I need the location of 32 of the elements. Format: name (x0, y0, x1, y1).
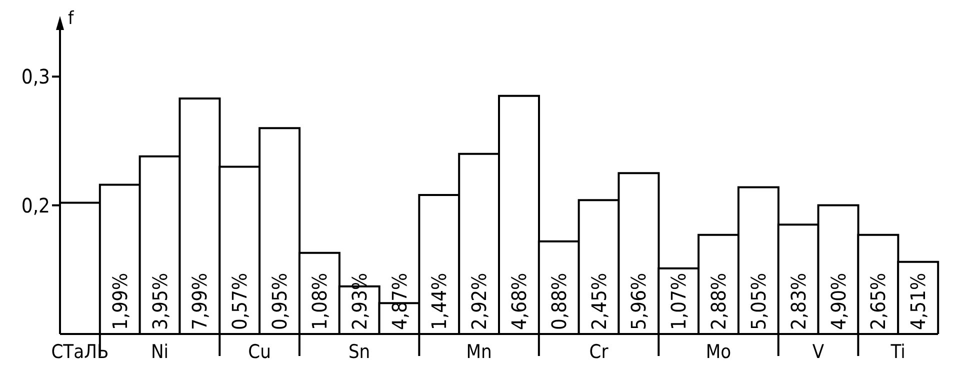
x-tick-label: 0,57% (228, 272, 252, 330)
x-tick-label: 1,44% (427, 272, 452, 330)
legend-label: V (812, 341, 824, 363)
x-tick-label: 2,45% (586, 272, 611, 330)
series-label: Cr (589, 341, 610, 363)
series-label: Ni (151, 341, 169, 363)
x-tick-label: 2,88% (706, 272, 731, 330)
x-tick-label: 1,99% (108, 272, 132, 330)
x-tick-label: 4,87% (387, 272, 412, 330)
x-tick-label: 5,96% (626, 272, 651, 330)
x-tick-label: 2,93% (347, 272, 372, 330)
x-tick-label: 2,92% (467, 272, 492, 330)
y-tick-label: 0,2 (21, 193, 50, 218)
legend-label: Ti (890, 341, 906, 363)
series-label: Mo (706, 341, 732, 363)
x-tick-label: 5,05% (746, 272, 770, 330)
x-tick-label: 2,83% (786, 272, 810, 330)
x-tick-label: 1,08% (307, 272, 332, 330)
x-tick-label: 4,51% (906, 272, 930, 330)
x-tick-label: 4,90% (826, 272, 850, 330)
series-label: Mn (466, 341, 492, 363)
x-tick-label: 7,99% (188, 272, 212, 330)
x-tick-label: 0,88% (546, 272, 571, 330)
legend-label: Cu (248, 341, 271, 363)
x-tick-label: 3,95% (148, 272, 172, 330)
x-tick-label: 4,68% (507, 272, 531, 330)
x-tick-label: 1,07% (666, 272, 691, 330)
x-tick-label: 2,65% (866, 272, 890, 330)
x-tick-label: 0,95% (268, 272, 292, 330)
y-tick-label: 0,3 (21, 64, 50, 89)
series-label: Sn (348, 341, 370, 363)
y-axis-title: f (68, 8, 75, 29)
